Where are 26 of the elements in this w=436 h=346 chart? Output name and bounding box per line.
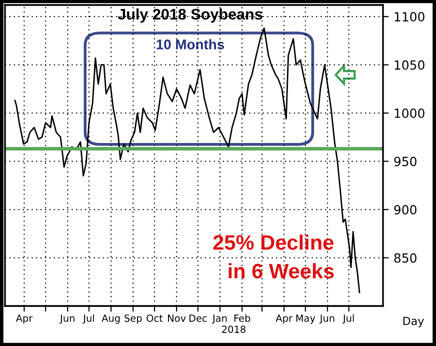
y-tick-label: 1000 [394,108,424,118]
y-tick-label: 900 [394,204,416,214]
x-tick-label: Jul [82,314,94,324]
x-tick-label: Feb [234,314,250,322]
x-tick-label: Dec [189,314,207,322]
y-tick-label: 850 [394,253,416,263]
annotation: 25% Decline [213,234,334,250]
annotation: in 6 Weeks [228,263,334,278]
x-tick-label: Sep [124,314,142,324]
x-tick-label: Nov [168,314,186,322]
x-tick-label: Apr [276,314,292,324]
x-tick-label: Jun [319,314,334,324]
x-tick-label: Jun [60,314,74,324]
x-axis-title: Day [403,316,424,328]
x-tick-label: Apr [16,314,33,324]
x-tick-label: May [296,314,316,324]
y-tick-label: 1100 [394,12,424,22]
y-tick-label: 1050 [394,60,424,70]
x-tick-label: Aug [102,314,120,324]
x-tick-label: Jul [342,314,354,324]
text: 2018 [222,326,246,333]
chart-title: July 2018 Soybeans [118,8,262,23]
x-tick-label: Jan [212,314,227,324]
x-tick-label: Oct [146,314,163,322]
y-tick-label: 950 [394,156,416,166]
annotation: 10 Months [156,39,224,50]
